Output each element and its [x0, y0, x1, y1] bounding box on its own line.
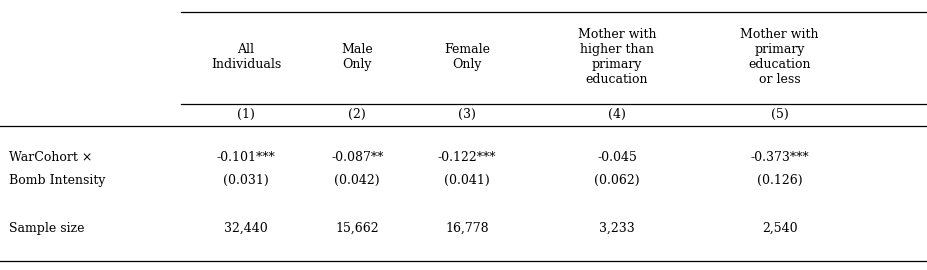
Text: (0.126): (0.126)	[756, 174, 802, 187]
Text: 16,778: 16,778	[444, 222, 489, 235]
Text: -0.045: -0.045	[597, 151, 636, 164]
Text: 32,440: 32,440	[223, 222, 268, 235]
Text: WarCohort ×: WarCohort ×	[9, 151, 93, 164]
Text: Bomb Intensity: Bomb Intensity	[9, 174, 106, 187]
Text: (4): (4)	[607, 108, 626, 121]
Text: -0.373***: -0.373***	[749, 151, 808, 164]
Text: Mother with
primary
education
or less: Mother with primary education or less	[740, 28, 818, 86]
Text: 2,540: 2,540	[761, 222, 796, 235]
Text: 15,662: 15,662	[335, 222, 379, 235]
Text: 3,233: 3,233	[599, 222, 634, 235]
Text: (3): (3)	[457, 108, 476, 121]
Text: -0.087**: -0.087**	[331, 151, 383, 164]
Text: (0.041): (0.041)	[443, 174, 489, 187]
Text: (5): (5)	[769, 108, 788, 121]
Text: Sample size: Sample size	[9, 222, 84, 235]
Text: (0.062): (0.062)	[593, 174, 640, 187]
Text: -0.101***: -0.101***	[216, 151, 275, 164]
Text: Mother with
higher than
primary
education: Mother with higher than primary educatio…	[578, 28, 655, 86]
Text: (1): (1)	[236, 108, 255, 121]
Text: (2): (2)	[348, 108, 366, 121]
Text: (0.042): (0.042)	[334, 174, 380, 187]
Text: All
Individuals: All Individuals	[210, 43, 281, 71]
Text: -0.122***: -0.122***	[437, 151, 496, 164]
Text: Female
Only: Female Only	[443, 43, 489, 71]
Text: Male
Only: Male Only	[341, 43, 373, 71]
Text: (0.031): (0.031)	[222, 174, 269, 187]
